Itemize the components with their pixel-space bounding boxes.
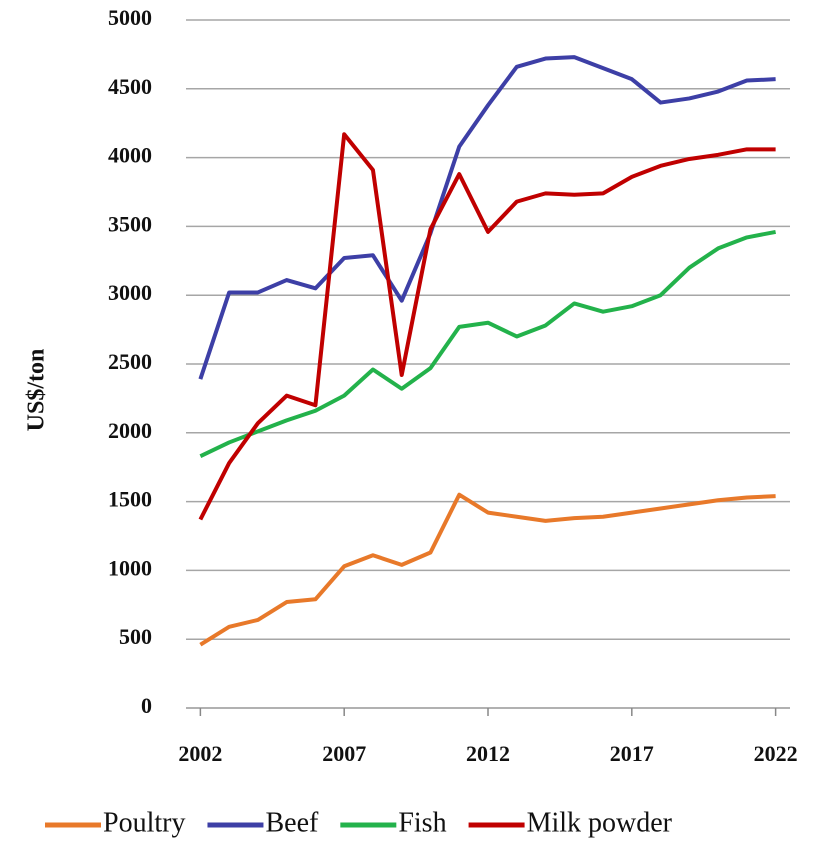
legend-label: Milk powder [527,807,673,838]
x-tick-label: 2017 [610,741,654,766]
y-axis-label: US$/ton [24,349,50,432]
y-tick-label: 3000 [108,280,152,305]
y-tick-label: 2500 [108,349,152,374]
y-tick-label: 3500 [108,211,152,236]
y-tick-label: 2000 [108,418,152,443]
y-tick-label: 4500 [108,74,152,99]
y-tick-label: 5000 [108,5,152,30]
legend-label: Fish [398,807,446,838]
x-tick-label: 2002 [178,741,222,766]
x-tick-label: 2012 [466,741,510,766]
legend-label: Beef [265,807,319,838]
y-tick-label: 1000 [108,555,152,580]
y-tick-label: 500 [119,624,152,649]
x-tick-label: 2007 [322,741,366,766]
x-tick-label: 2022 [754,741,798,766]
series-line [199,492,776,647]
series-line [199,229,776,458]
y-tick-label: 0 [141,693,152,718]
series-line [198,55,776,380]
y-tick-label: 1500 [108,487,152,512]
legend-label: Poultry [103,807,185,838]
y-tick-label: 4000 [108,143,152,168]
series-line [198,132,776,521]
